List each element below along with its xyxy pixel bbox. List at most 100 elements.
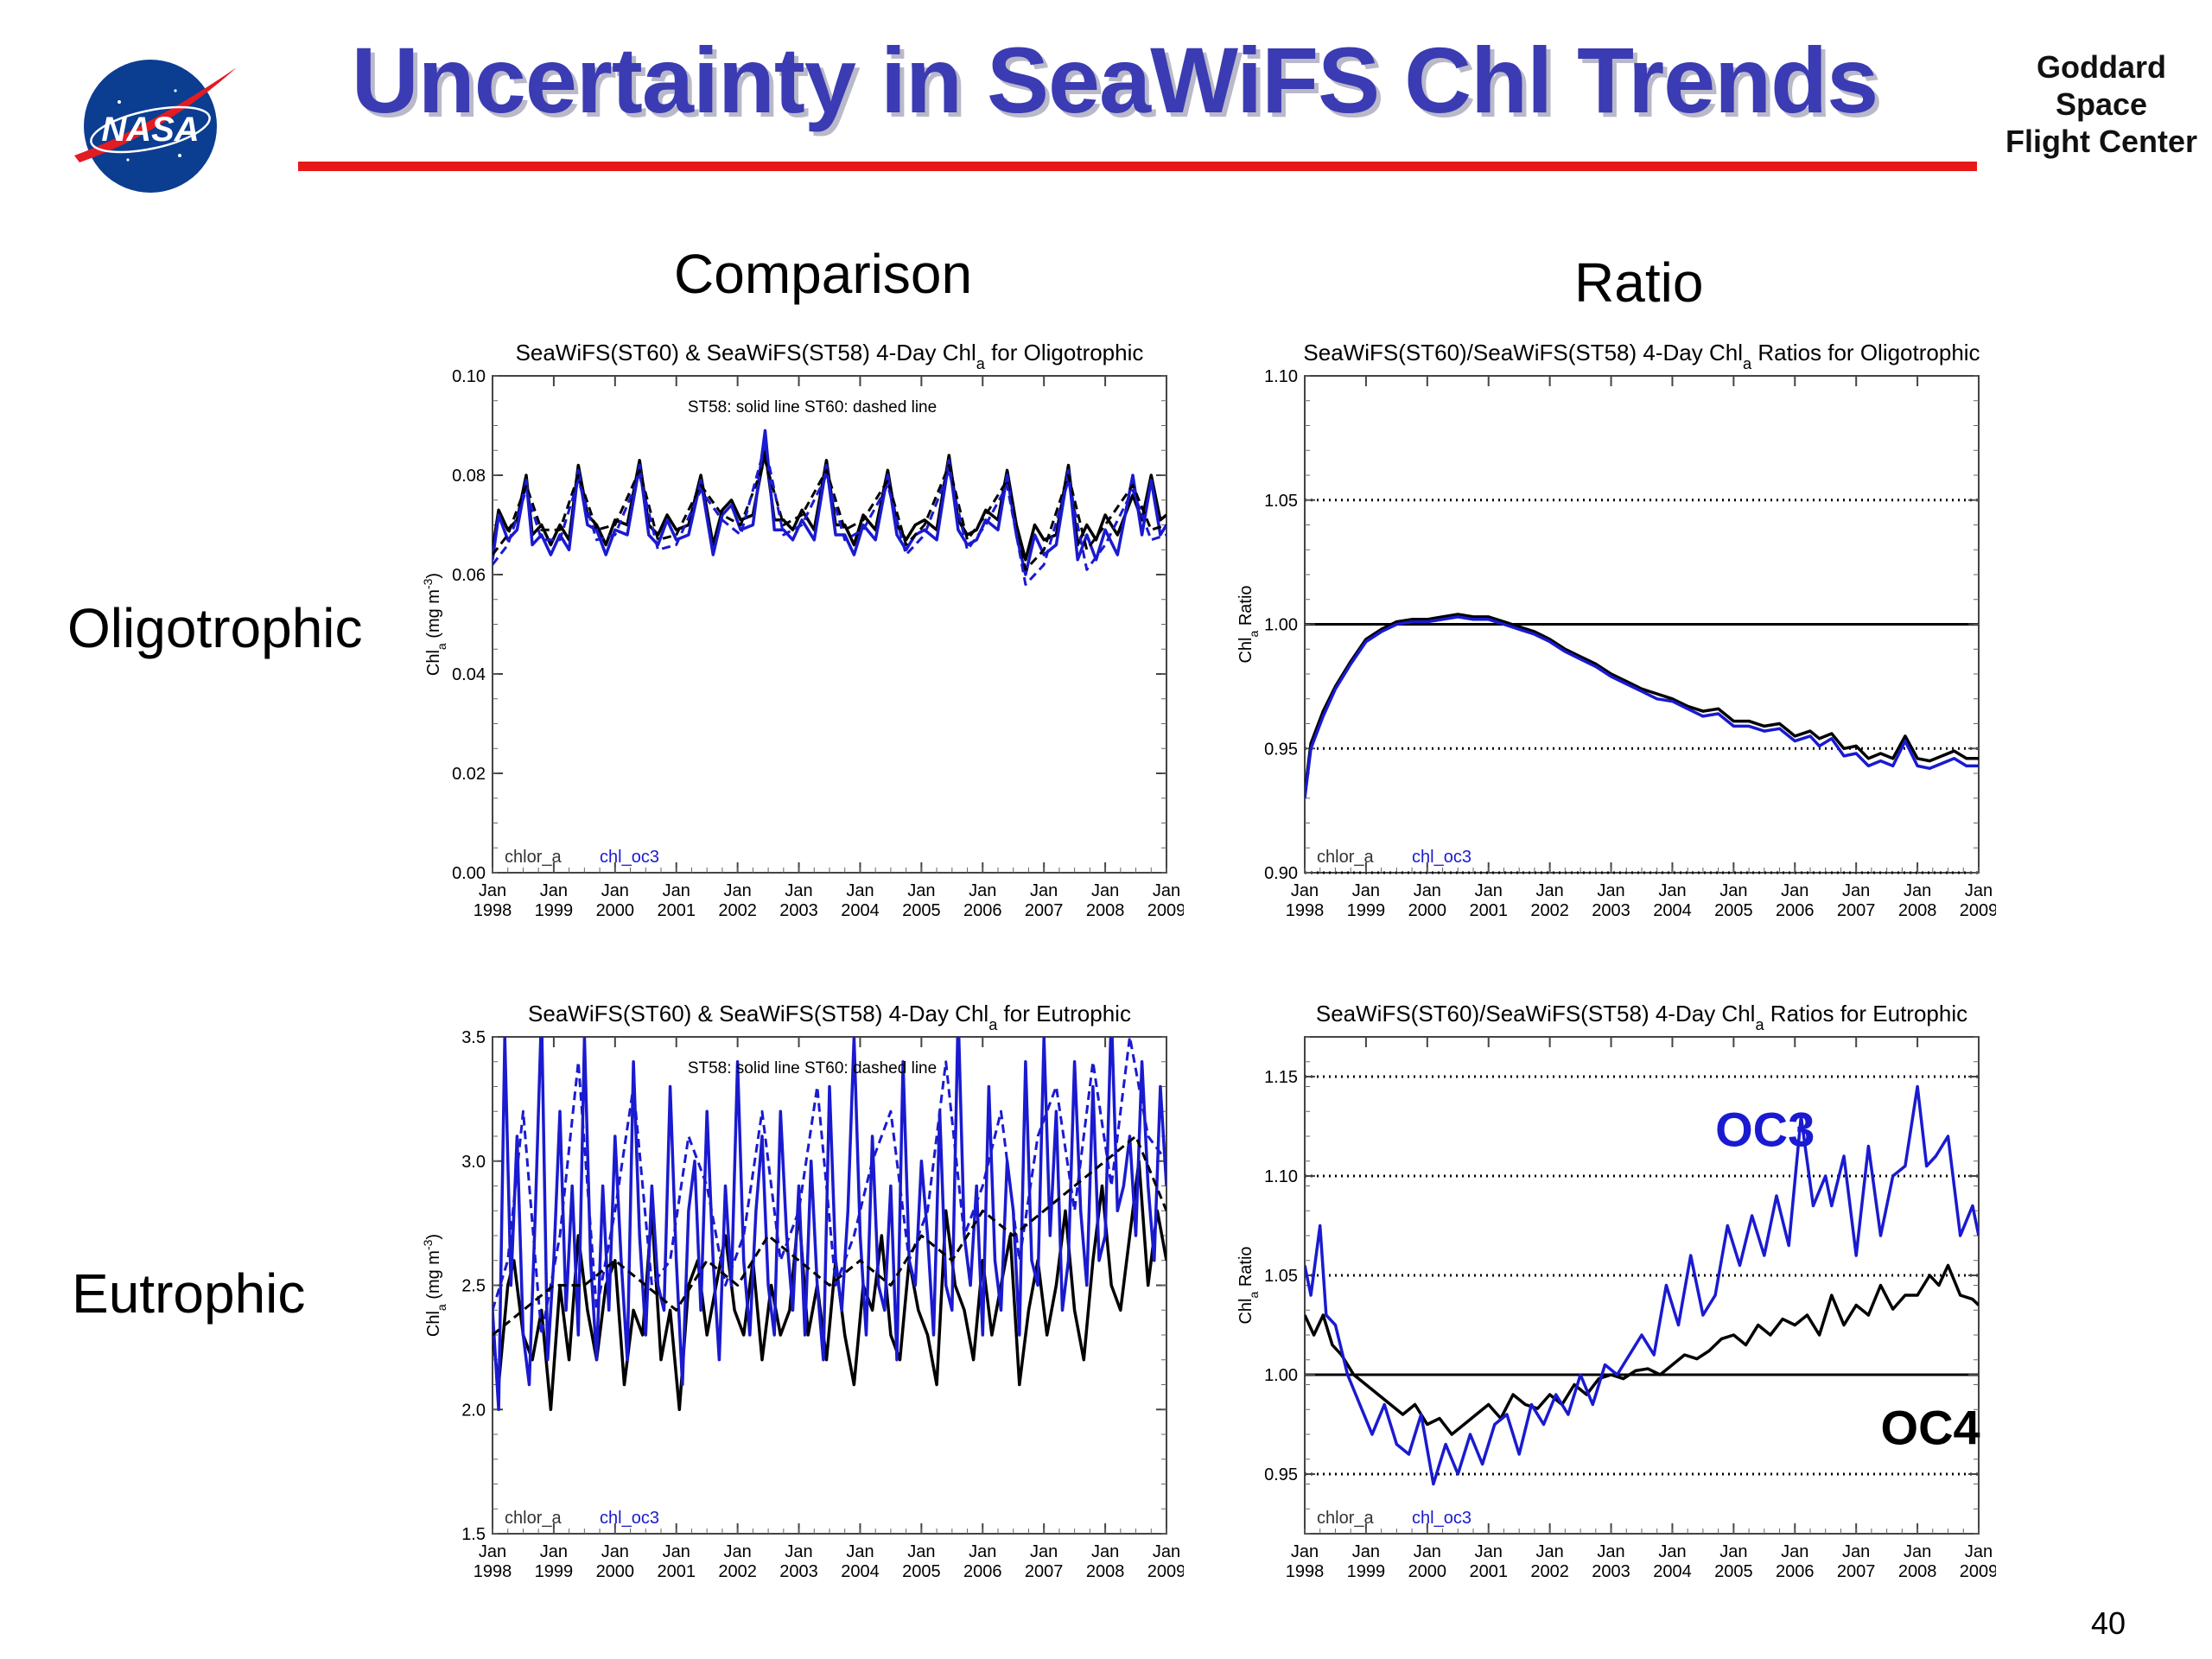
y-tick-label: 1.10 [1264, 367, 1298, 386]
x-tick-label-month: Jan [846, 1542, 874, 1561]
x-tick-label-year: 2005 [902, 901, 941, 920]
series-group [1305, 1084, 1979, 1486]
row-label-oligotrophic: Oligotrophic [67, 597, 363, 659]
chart-title: SeaWiFS(ST60)/SeaWiFS(ST58) 4-Day Chla R… [1303, 340, 1980, 372]
nasa-logo: NASA [74, 60, 237, 193]
x-tick-label-month: Jan [479, 881, 506, 900]
center-name-line: Flight Center [2005, 124, 2197, 159]
legend-entry-chl-oc3: chl_oc3 [1412, 848, 1471, 867]
x-tick-label-month: Jan [969, 1542, 996, 1561]
x-tick-label-year: 2005 [902, 1562, 941, 1581]
x-tick-label-month: Jan [1781, 1542, 1808, 1561]
y-tick-label: 0.08 [452, 467, 486, 486]
slide-title: Uncertainty in SeaWiFS Chl Trends [351, 28, 1878, 132]
x-tick-label-month: Jan [1030, 1542, 1058, 1561]
chart-oligotrophic-comparison: SeaWiFS(ST60) & SeaWiFS(ST58) 4-Day Chla… [421, 340, 1184, 920]
series-group [1305, 613, 1979, 799]
x-tick-label-month: Jan [1475, 1542, 1503, 1561]
x-tick-label-month: Jan [1291, 881, 1319, 900]
plot-frame [1304, 1036, 1980, 1535]
x-tick-label-month: Jan [601, 1542, 629, 1561]
x-tick-label-year: 1999 [535, 1562, 574, 1581]
y-tick-label: 2.0 [461, 1401, 486, 1420]
x-tick-label-month: Jan [1536, 881, 1564, 900]
x-tick-label-year: 1998 [474, 901, 512, 920]
legend-entry-chl-oc3: chl_oc3 [600, 848, 659, 867]
row-label-eutrophic: Eutrophic [72, 1262, 306, 1325]
nasa-logo-swoosh [74, 67, 237, 162]
page-number: 40 [2091, 1605, 2126, 1641]
x-tick-label-year: 2003 [779, 1562, 818, 1581]
x-tick-label-year: 1999 [1347, 901, 1386, 920]
x-tick-label-month: Jan [969, 881, 996, 900]
x-tick-label-year: 2000 [596, 1562, 635, 1581]
y-axis-label: Chla Ratio [1236, 1246, 1261, 1324]
x-tick-label-year: 2007 [1837, 901, 1876, 920]
x-tick-label-year: 2004 [1653, 1562, 1692, 1581]
x-tick-label-year: 1999 [535, 901, 574, 920]
x-tick-label-year: 2006 [1776, 1562, 1815, 1581]
chart-title: SeaWiFS(ST60)/SeaWiFS(ST58) 4-Day Chla R… [1316, 1001, 1967, 1033]
x-tick-label-month: Jan [907, 881, 935, 900]
chart-title: SeaWiFS(ST60) & SeaWiFS(ST58) 4-Day Chla… [528, 1001, 1131, 1033]
center-name-line: Space [2055, 86, 2148, 122]
x-tick-label-month: Jan [1091, 881, 1119, 900]
x-tick-label-month: Jan [1658, 1542, 1686, 1561]
x-tick-label-month: Jan [1781, 881, 1808, 900]
nasa-logo-star [126, 158, 130, 162]
series-line-chl-oc3-st60- [493, 444, 1166, 586]
x-tick-label-year: 1999 [1347, 1562, 1386, 1581]
x-tick-label-month: Jan [663, 1542, 690, 1561]
x-tick-label-month: Jan [1842, 881, 1870, 900]
x-tick-label-year: 2001 [657, 1562, 696, 1581]
x-tick-label-year: 2007 [1837, 1562, 1876, 1581]
x-tick-label-month: Jan [1658, 881, 1686, 900]
legend-entry-chlor-a: chlor_a [1317, 1509, 1374, 1528]
x-tick-label-year: 1998 [1286, 901, 1325, 920]
x-tick-label-month: Jan [785, 1542, 812, 1561]
x-tick-label-month: Jan [1719, 881, 1747, 900]
x-tick-label-month: Jan [1352, 881, 1380, 900]
x-tick-label-month: Jan [724, 881, 752, 900]
x-tick-label-month: Jan [540, 1542, 568, 1561]
series-line-chl-oc3 [1305, 615, 1979, 799]
x-tick-label-month: Jan [1965, 881, 1993, 900]
x-tick-label-month: Jan [540, 881, 568, 900]
title-underline [298, 162, 1977, 171]
y-tick-label: 0.95 [1264, 1465, 1298, 1484]
y-tick-label: 1.00 [1264, 616, 1298, 635]
plot-frame [492, 375, 1167, 874]
x-tick-label-year: 2003 [1592, 901, 1630, 920]
x-tick-label-year: 2001 [657, 901, 696, 920]
x-tick-label-month: Jan [1475, 881, 1503, 900]
series-label-oc4: OC4 [1881, 1401, 1980, 1455]
x-tick-label-year: 2008 [1086, 901, 1125, 920]
y-tick-label: 0.02 [452, 765, 486, 784]
x-tick-label-year: 2009 [1147, 901, 1184, 920]
x-tick-label-month: Jan [785, 881, 812, 900]
series-line-chl-oc3 [493, 429, 1166, 576]
series-line-chlor-a-st60- [493, 1135, 1166, 1337]
plot-annotation: ST58: solid line ST60: dashed line [688, 398, 937, 416]
column-header-comparison: Comparison [674, 243, 973, 305]
x-tick-label-year: 2008 [1898, 1562, 1937, 1581]
x-tick-label-year: 2009 [1960, 901, 1996, 920]
y-tick-label: 1.5 [461, 1525, 486, 1544]
x-tick-label-month: Jan [479, 1542, 506, 1561]
x-tick-label-year: 2001 [1469, 901, 1508, 920]
x-tick-label-year: 2007 [1025, 901, 1064, 920]
series-line-chl-oc3 [493, 1037, 1166, 1412]
y-tick-label: 1.00 [1264, 1366, 1298, 1385]
x-tick-label-year: 2008 [1086, 1562, 1125, 1581]
x-tick-label-month: Jan [601, 881, 629, 900]
nasa-logo-star [178, 154, 181, 157]
series-line-chl-oc3-st60- [493, 1037, 1166, 1337]
x-tick-label-year: 2004 [841, 1562, 880, 1581]
x-tick-label-year: 2003 [779, 901, 818, 920]
nasa-logo-star [118, 100, 121, 104]
x-tick-label-year: 2008 [1898, 901, 1937, 920]
x-tick-label-year: 2002 [718, 901, 757, 920]
chart-eutrophic-ratio: SeaWiFS(ST60)/SeaWiFS(ST58) 4-Day Chla R… [1236, 1001, 1996, 1581]
series-line-chlor-a-st60- [493, 459, 1166, 571]
chart-eutrophic-comparison: SeaWiFS(ST60) & SeaWiFS(ST58) 4-Day Chla… [421, 1001, 1184, 1581]
